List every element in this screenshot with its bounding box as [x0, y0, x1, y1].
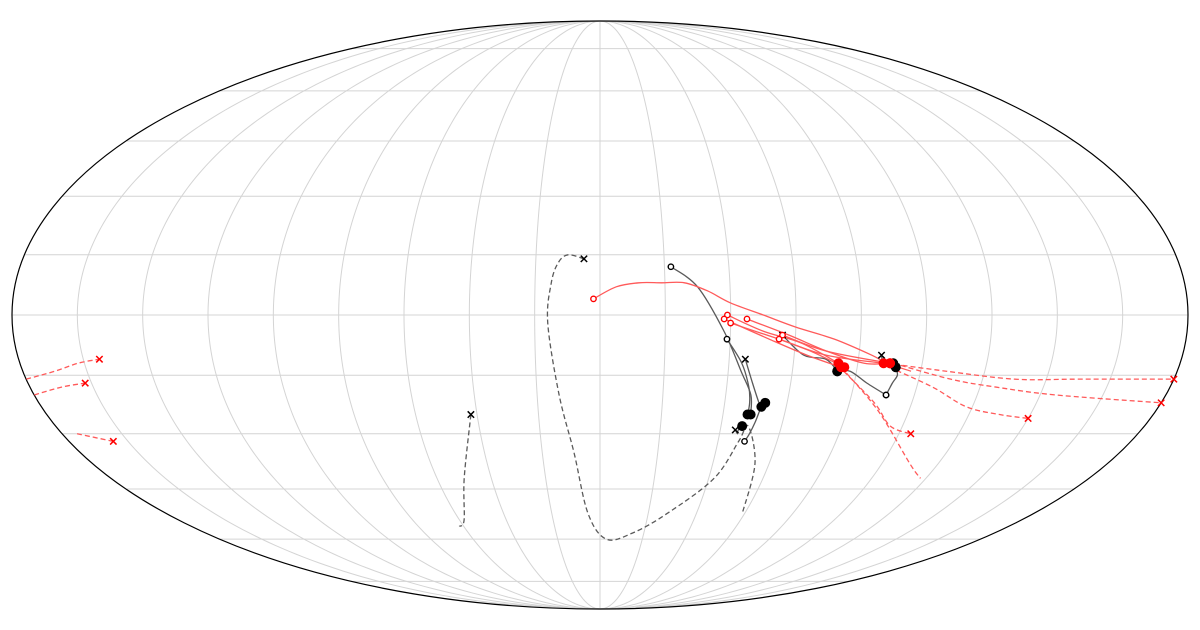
start-open-circle-marker — [720, 315, 728, 323]
start-open-circle-marker — [590, 295, 597, 303]
red-trajectory-dashed — [889, 366, 1029, 420]
red-trajectory-dashed — [25, 358, 100, 380]
black-trajectory-solid — [782, 334, 838, 372]
start-x-marker — [580, 255, 588, 263]
end-filled-dot-marker — [737, 421, 748, 432]
graticule — [12, 20, 1188, 610]
start-open-circle-marker — [667, 263, 675, 271]
black-trajectory-solid — [837, 369, 887, 396]
start-x-marker — [467, 410, 475, 419]
start-x-marker — [731, 426, 740, 434]
start-x-marker — [877, 351, 886, 359]
start-open-circle-marker — [727, 319, 735, 327]
end-x-marker — [1157, 399, 1165, 407]
red-trajectory-dashed — [840, 366, 922, 479]
start-open-circle-marker — [882, 391, 890, 399]
end-filled-dot-marker — [839, 362, 850, 373]
end-x-marker — [1170, 375, 1178, 383]
sky-outline — [11, 20, 1189, 610]
red-trajectory-solid — [782, 334, 891, 364]
end-filled-dot-marker — [885, 358, 896, 369]
start-x-marker — [741, 355, 750, 363]
end-filled-dot-marker — [742, 409, 753, 420]
start-open-circle-marker — [743, 315, 751, 323]
red-trajectory-dashed — [886, 362, 1174, 381]
end-x-marker — [109, 437, 118, 446]
start-open-circle-marker — [741, 437, 748, 445]
red-trajectory-dashed — [76, 433, 114, 443]
end-x-marker — [1024, 414, 1032, 423]
red-trajectory-dashed — [893, 362, 1162, 404]
end-x-marker — [81, 379, 89, 387]
end-filled-dot-marker — [756, 401, 767, 412]
end-x-marker — [907, 430, 915, 438]
end-x-marker — [95, 355, 104, 363]
red-trajectory-solid — [593, 281, 912, 372]
markers — [81, 255, 1178, 446]
black-trajectory-dashed — [458, 414, 472, 527]
start-open-circle-marker — [723, 335, 731, 343]
start-open-circle-marker — [775, 335, 783, 343]
red-trajectory-dashed — [33, 382, 86, 396]
black-trajectory-solid — [726, 338, 751, 415]
black-trajectory-solid — [670, 266, 753, 415]
